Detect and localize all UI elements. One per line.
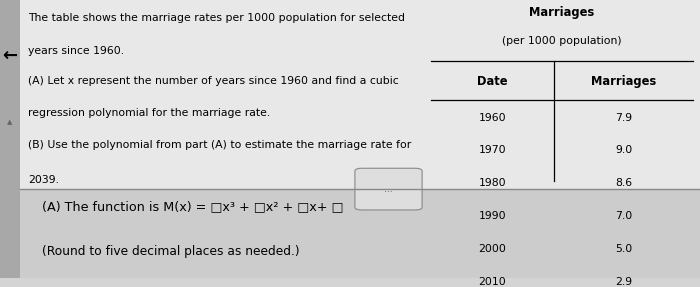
Text: regression polynomial for the marriage rate.: regression polynomial for the marriage r… [28, 108, 270, 119]
Text: (Round to five decimal places as needed.): (Round to five decimal places as needed.… [42, 245, 300, 258]
Text: years since 1960.: years since 1960. [28, 46, 124, 56]
Text: (per 1000 population): (per 1000 population) [502, 36, 622, 46]
Text: ...: ... [384, 185, 393, 194]
Text: 2010: 2010 [479, 277, 506, 287]
FancyBboxPatch shape [355, 168, 422, 210]
Text: (A) Let x represent the number of years since 1960 and find a cubic: (A) Let x represent the number of years … [28, 76, 399, 86]
Text: 1980: 1980 [479, 178, 506, 188]
Text: 8.6: 8.6 [615, 178, 632, 188]
Text: Marriages: Marriages [529, 5, 594, 19]
Text: Date: Date [477, 75, 508, 88]
Bar [0, 189, 700, 278]
Text: (A) The function is M(x) = □x³ + □x² + □x+ □: (A) The function is M(x) = □x³ + □x² + □… [42, 201, 344, 214]
Text: 1960: 1960 [479, 113, 506, 123]
Text: 2039.: 2039. [28, 175, 59, 185]
Text: (B) Use the polynomial from part (A) to estimate the marriage rate for: (B) Use the polynomial from part (A) to … [28, 140, 412, 150]
Text: 7.0: 7.0 [615, 211, 632, 221]
Text: Marriages: Marriages [591, 75, 657, 88]
Text: 1990: 1990 [479, 211, 506, 221]
Text: 2000: 2000 [479, 244, 506, 254]
Text: ▲: ▲ [7, 119, 13, 125]
Text: 2.9: 2.9 [615, 277, 632, 287]
Text: 7.9: 7.9 [615, 113, 632, 123]
Text: 1970: 1970 [479, 146, 506, 156]
Bar [0, 0, 20, 278]
Text: 5.0: 5.0 [615, 244, 632, 254]
Text: The table shows the marriage rates per 1000 population for selected: The table shows the marriage rates per 1… [28, 13, 405, 22]
Bar [0, 0, 700, 189]
Text: ←: ← [2, 46, 18, 65]
Text: 9.0: 9.0 [615, 146, 632, 156]
